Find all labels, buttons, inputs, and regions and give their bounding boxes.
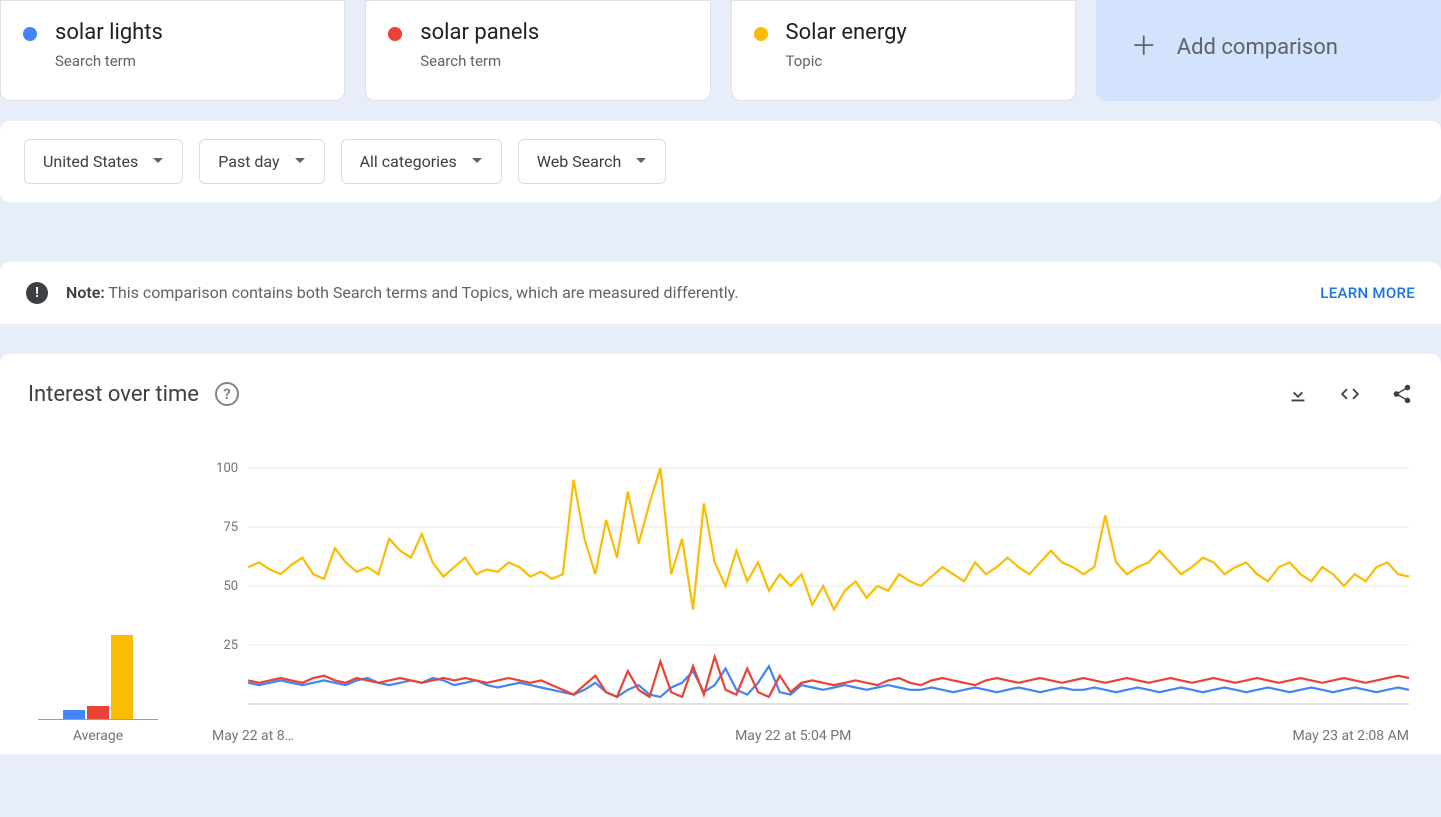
x-label: May 23 at 2:08 AM [1292,728,1409,744]
term-name: solar lights [55,19,163,48]
filter-label: All categories [360,152,457,171]
filter-region[interactable]: United States [24,139,183,184]
note-text: Note: This comparison contains both Sear… [66,283,1302,302]
filter-label: Web Search [537,152,622,171]
term-card-2[interactable]: solar panels Search term [365,0,710,101]
embed-icon[interactable] [1337,383,1363,405]
x-axis-labels: May 22 at 8… May 22 at 5:04 PM May 23 at… [208,728,1413,744]
note-bar: ! Note: This comparison contains both Se… [0,262,1441,324]
term-type: Search term [55,52,163,70]
chevron-down-icon [635,157,647,165]
add-comparison-button[interactable]: ＋ Add comparison [1096,0,1441,101]
help-icon[interactable]: ? [215,382,239,406]
term-card-1[interactable]: solar lights Search term [0,0,345,101]
x-label: May 22 at 5:04 PM [735,728,851,744]
term-type: Topic [786,52,907,70]
interest-over-time-card: Interest over time ? Average 25 50 75 100 M… [0,354,1441,754]
line-chart-svg: 25 50 75 100 [208,462,1413,722]
info-icon: ! [26,282,48,304]
svg-text:75: 75 [223,520,238,535]
avg-bar [63,710,85,718]
chevron-down-icon [152,157,164,165]
download-icon[interactable] [1287,383,1309,405]
learn-more-link[interactable]: LEARN MORE [1320,284,1415,302]
plus-icon: ＋ [1131,34,1157,60]
color-dot-blue [23,27,37,41]
chevron-down-icon [294,157,306,165]
filter-time[interactable]: Past day [199,139,324,184]
filter-label: United States [43,152,138,171]
color-dot-red [388,27,402,41]
chevron-down-icon [471,157,483,165]
filter-search-type[interactable]: Web Search [518,139,667,184]
share-icon[interactable] [1391,383,1413,405]
avg-bar [111,635,133,719]
chart-header: Interest over time ? [28,382,1413,407]
term-card-3[interactable]: Solar energy Topic [731,0,1076,101]
svg-text:100: 100 [216,462,238,476]
average-bars [38,570,158,720]
chart-body: Average 25 50 75 100 May 22 at 8… May 22 at… [28,462,1413,744]
svg-text:50: 50 [223,579,238,594]
svg-text:25: 25 [223,638,238,653]
chart-actions [1287,383,1413,405]
chart-title: Interest over time [28,382,199,407]
term-type: Search term [420,52,539,70]
color-dot-yellow [754,27,768,41]
avg-bar [87,706,109,719]
term-name: solar panels [420,19,539,48]
line-chart-block: 25 50 75 100 May 22 at 8… May 22 at 5:04 PM… [208,462,1413,744]
term-name: Solar energy [786,19,907,48]
add-comparison-label: Add comparison [1177,35,1338,60]
average-label: Average [28,728,168,744]
filter-label: Past day [218,152,279,171]
filter-category[interactable]: All categories [341,139,502,184]
filters-bar: United States Past day All categories We… [0,121,1441,202]
x-label: May 22 at 8… [212,728,294,744]
average-block: Average [28,570,168,744]
comparison-terms-row: solar lights Search term solar panels Se… [0,0,1441,121]
